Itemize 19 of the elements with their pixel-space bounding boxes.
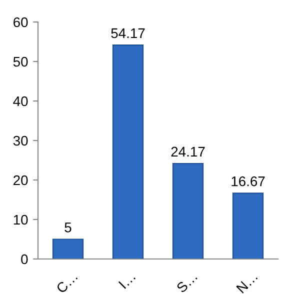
data-label: 24.17 <box>171 146 205 156</box>
x-tick-label: S… <box>176 272 198 294</box>
data-label: 54.17 <box>111 28 145 38</box>
bar <box>172 162 204 259</box>
bar <box>112 44 144 259</box>
x-tick-label: I… <box>118 272 136 289</box>
y-tick-label: 40 <box>13 96 28 106</box>
bar <box>52 238 84 259</box>
data-label: 16.67 <box>232 176 265 186</box>
y-tick-label: 0 <box>21 254 28 264</box>
y-tick-label: 60 <box>14 17 28 28</box>
data-label: 5 <box>64 222 72 232</box>
bar <box>232 192 264 259</box>
x-tick-label: N… <box>236 272 258 294</box>
y-tick-label: 30 <box>13 136 28 146</box>
y-tick-label: 50 <box>13 56 28 67</box>
y-tick-label: 10 <box>14 214 28 225</box>
y-tick-label: 20 <box>14 175 28 186</box>
x-tick-label: C… <box>56 272 78 294</box>
